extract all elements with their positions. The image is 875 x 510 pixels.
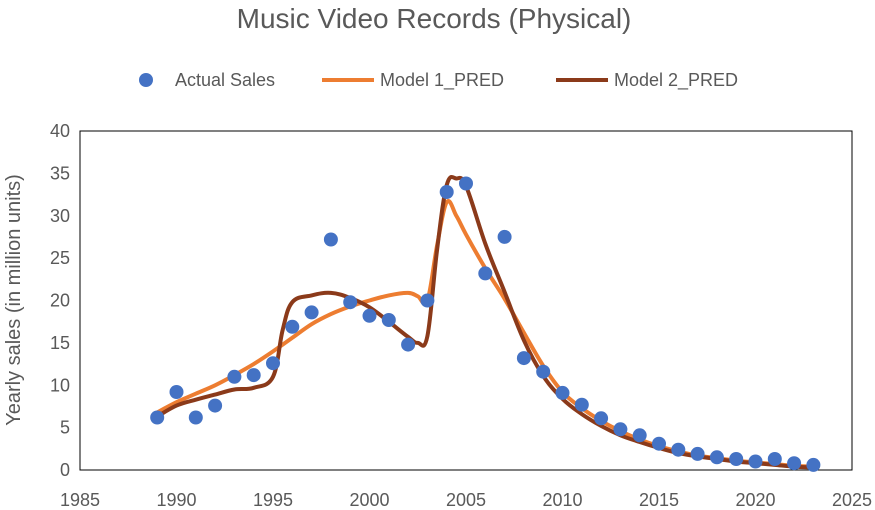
data-point-actual-sales (748, 454, 763, 469)
data-point-actual-sales (227, 369, 242, 384)
data-point-actual-sales (362, 308, 377, 323)
data-point-actual-sales (555, 385, 570, 400)
data-point-actual-sales (208, 398, 223, 413)
y-tick-label: 0 (60, 460, 70, 480)
chart-title: Music Video Records (Physical) (237, 3, 632, 34)
data-point-actual-sales (246, 368, 261, 383)
data-point-actual-sales (343, 295, 358, 310)
x-tick-label: 2000 (349, 490, 389, 510)
y-tick-label: 20 (50, 291, 70, 311)
legend-label-actual-sales: Actual Sales (175, 70, 275, 90)
data-point-actual-sales (806, 457, 821, 472)
data-point-actual-sales (497, 229, 512, 244)
y-tick-label: 25 (50, 248, 70, 268)
series-points (150, 176, 821, 472)
data-point-actual-sales (594, 411, 609, 426)
data-point-actual-sales (401, 337, 416, 352)
y-tick-label: 15 (50, 333, 70, 353)
data-point-actual-sales (729, 452, 744, 466)
x-tick-label: 2025 (832, 490, 872, 510)
data-point-actual-sales (150, 410, 165, 425)
data-point-actual-sales (169, 385, 184, 399)
data-point-actual-sales (188, 410, 203, 425)
x-tick-label: 2015 (639, 490, 679, 510)
x-tick-label: 2005 (446, 490, 486, 510)
y-axis-title: Yearly sales (in million units) (3, 174, 25, 426)
data-point-actual-sales (632, 428, 647, 443)
data-point-actual-sales (574, 397, 589, 412)
x-tick-label: 1985 (60, 490, 100, 510)
legend: Actual Sales Model 1_PRED Model 2_PRED (139, 70, 738, 91)
data-point-actual-sales (536, 364, 551, 379)
y-axis-ticks: 0 5 10 15 20 25 30 35 40 (50, 121, 70, 480)
data-point-actual-sales (439, 185, 454, 199)
x-tick-label: 2010 (542, 490, 582, 510)
data-point-actual-sales (266, 356, 280, 371)
data-point-actual-sales (652, 436, 666, 451)
legend-label-model-2: Model 2_PRED (614, 70, 738, 91)
data-point-actual-sales (767, 452, 782, 466)
data-point-actual-sales (478, 266, 493, 281)
y-tick-label: 5 (60, 418, 70, 438)
x-tick-label: 2020 (735, 490, 775, 510)
x-tick-label: 1995 (253, 490, 293, 510)
data-point-actual-sales (516, 351, 531, 366)
y-tick-label: 40 (50, 121, 70, 141)
y-tick-label: 30 (50, 206, 70, 226)
data-point-actual-sales (420, 293, 435, 308)
data-point-actual-sales (787, 456, 802, 471)
y-tick-label: 10 (50, 375, 70, 395)
data-point-actual-sales (709, 450, 724, 465)
plot-area (79, 130, 853, 471)
series-line-model-2 (155, 174, 816, 470)
legend-marker-actual-sales (139, 73, 153, 87)
data-point-actual-sales (381, 313, 396, 327)
data-point-actual-sales (304, 305, 319, 320)
x-tick-label: 1990 (156, 490, 196, 510)
y-tick-label: 35 (50, 163, 70, 183)
data-point-actual-sales (323, 232, 338, 247)
legend-label-model-1: Model 1_PRED (380, 70, 504, 91)
data-point-actual-sales (459, 176, 473, 191)
data-point-actual-sales (671, 442, 686, 457)
data-point-actual-sales (613, 422, 628, 437)
series-lines (155, 174, 816, 470)
data-point-actual-sales (285, 319, 300, 334)
x-axis-ticks: 1985 1990 1995 2000 2005 2010 2015 2020 2025 (60, 490, 872, 510)
data-point-actual-sales (690, 446, 705, 461)
